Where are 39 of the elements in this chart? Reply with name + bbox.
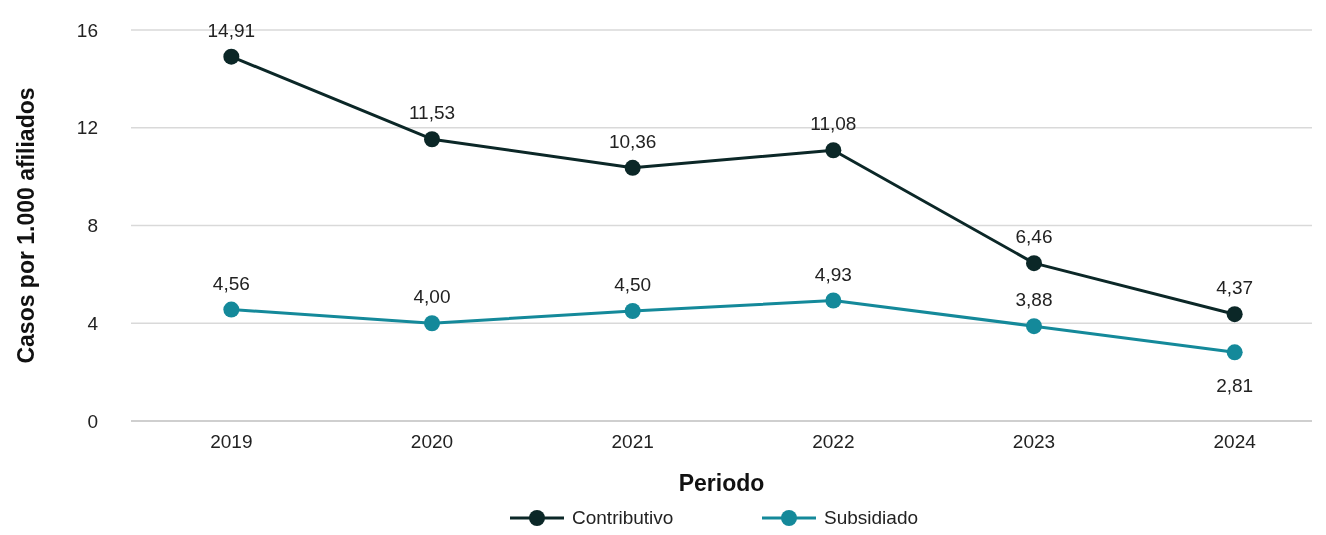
point xyxy=(1226,344,1243,361)
data-label: 4,93 xyxy=(814,263,852,285)
point xyxy=(825,292,842,309)
x-tick-label: 2021 xyxy=(611,431,654,452)
data-label: 14,91 xyxy=(207,19,256,41)
legend-label: Subsidiado xyxy=(824,507,919,528)
data-label: 3,88 xyxy=(1015,289,1053,311)
x-tick-label: 2020 xyxy=(410,431,454,452)
x-tick-label: 2022 xyxy=(812,431,855,452)
point xyxy=(624,303,641,320)
point xyxy=(223,48,240,65)
y-tick-label: 8 xyxy=(87,215,98,237)
y-tick-label: 12 xyxy=(76,117,98,139)
data-label: 6,46 xyxy=(1015,226,1053,248)
data-label: 11,08 xyxy=(810,113,857,135)
data-label: 10,36 xyxy=(608,130,657,152)
point xyxy=(424,131,440,148)
point xyxy=(825,142,842,159)
x-axis-title: Periodo xyxy=(678,470,765,496)
point xyxy=(424,315,440,332)
y-tick-label: 4 xyxy=(87,312,99,334)
data-label: 4,00 xyxy=(413,286,451,308)
point xyxy=(1026,255,1042,272)
y-axis-title: Casos por 1.000 afiliados xyxy=(13,87,39,364)
point xyxy=(1026,318,1042,335)
y-tick-label: 16 xyxy=(76,19,98,41)
point xyxy=(624,159,641,176)
point xyxy=(1226,306,1243,323)
data-label: 2,81 xyxy=(1216,375,1254,397)
x-tick-label: 2023 xyxy=(1012,431,1056,452)
x-tick-label: 2019 xyxy=(210,431,253,452)
data-label: 11,53 xyxy=(408,102,456,124)
legend-label: Contributivo xyxy=(572,507,674,528)
data-label: 4,37 xyxy=(1216,277,1254,299)
x-tick-label: 2024 xyxy=(1213,431,1257,452)
y-tick-label: 0 xyxy=(87,410,98,432)
point xyxy=(223,301,240,318)
data-label: 4,50 xyxy=(614,274,652,296)
data-label: 4,56 xyxy=(212,272,250,294)
